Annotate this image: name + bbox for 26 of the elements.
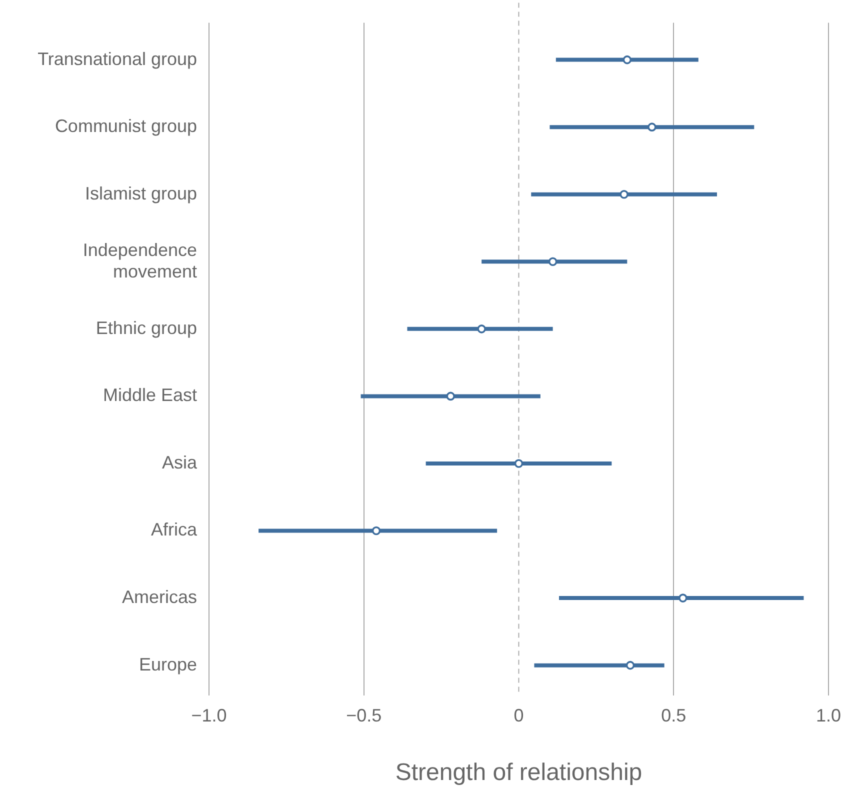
y-tick-label: Americas [122, 587, 197, 608]
point [620, 190, 628, 199]
point [446, 392, 455, 401]
y-tick-label: Islamist group [84, 183, 197, 204]
x-tick-label: −0.5 [346, 705, 382, 726]
point [648, 122, 656, 132]
point [678, 594, 688, 602]
x-axis-title: Strength of relationship [395, 759, 642, 786]
point [548, 257, 558, 266]
point [477, 324, 486, 334]
x-tick-label: 0.5 [661, 705, 686, 726]
point [626, 660, 635, 670]
y-tick-label: Ethnic group [96, 318, 197, 338]
y-tick-label: Independence movement [82, 240, 197, 282]
x-tick-label: 0 [514, 705, 524, 726]
point [514, 459, 524, 468]
y-tick-label: Transnational group [38, 48, 197, 69]
y-tick-label: Europe [138, 654, 197, 674]
x-tick-label: 1.0 [816, 705, 842, 726]
x-tick-label: −1.0 [191, 705, 227, 726]
point [622, 55, 632, 64]
y-tick-label: Communist group [54, 116, 197, 136]
y-tick-label: Asia [162, 452, 198, 472]
y-tick-label: Africa [150, 520, 198, 540]
y-tick-label: Middle East [102, 385, 197, 406]
point [372, 526, 381, 536]
